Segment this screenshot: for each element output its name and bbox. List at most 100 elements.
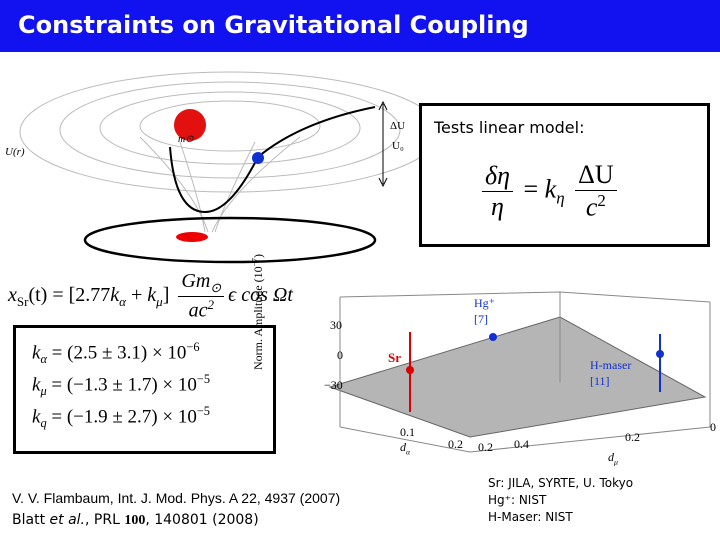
eq-part: μ — [156, 293, 163, 309]
plane — [328, 316, 707, 438]
arrowheads — [378, 100, 388, 188]
y-tick-label: 0 — [337, 348, 343, 362]
maser-label: H-maser — [590, 358, 632, 372]
orbit — [83, 216, 377, 264]
plot-frame — [339, 291, 711, 453]
grid-ring — [139, 100, 321, 152]
eq-part: μ — [40, 384, 47, 399]
funnel — [139, 136, 301, 233]
eq-part: η — [491, 191, 504, 221]
satellite — [252, 152, 264, 164]
ref-part: et al. — [49, 512, 85, 528]
constraints-box — [13, 325, 276, 454]
grid-ring — [99, 91, 361, 165]
label-part: ) — [251, 254, 265, 259]
d-alpha-tick: 0.1 — [400, 425, 415, 439]
model-equation: δη η = kη ΔU c2 — [478, 160, 621, 223]
eq-part: x — [8, 283, 17, 306]
sr-point — [406, 366, 414, 374]
title-bar — [0, 0, 720, 52]
ref-part: 100 — [124, 513, 146, 528]
eq-part: δη — [482, 161, 513, 192]
eq-part: α — [119, 293, 126, 309]
eq-part: ac — [188, 299, 208, 322]
label-part: Norm. Amplitude (10 — [251, 266, 265, 370]
plot-y-label: Norm. Amplitude (10−7) — [250, 254, 266, 370]
eq-part: 2 — [207, 297, 214, 312]
y-tick-label: −30 — [324, 378, 343, 392]
mass — [174, 109, 206, 141]
reference: V. V. Flambaum, Int. J. Mod. Phys. A 22,… — [12, 490, 341, 506]
eq-part: k — [147, 283, 157, 306]
mass-label: m⊙ — [178, 134, 194, 145]
eq-part: −6 — [186, 340, 200, 354]
constraint-row: kα = (2.5 ± 3.1) × 10−6 — [32, 340, 200, 367]
label-part: d — [608, 450, 614, 464]
d-mu-tick: 0.2 — [478, 440, 493, 454]
eq-part: α — [40, 352, 47, 367]
label-part: α — [406, 447, 411, 457]
u0-label: U₀ — [392, 140, 404, 152]
d-p-tick: 0 — [710, 420, 716, 434]
orbit-path — [169, 106, 376, 214]
potential-label: U(r) — [5, 146, 25, 158]
d-mu-tick: 0.4 — [514, 437, 529, 451]
model-heading: Tests linear model: — [434, 118, 585, 137]
eq-part: k — [544, 174, 557, 204]
ref-part: Blatt — [12, 512, 50, 528]
eq-part: Gm — [181, 270, 211, 292]
eq-part: −5 — [196, 404, 210, 418]
eq-part: = — [523, 174, 539, 204]
label-part: μ — [614, 457, 618, 467]
d-p-tick: 0.2 — [625, 430, 640, 444]
eq-part: k — [32, 374, 41, 396]
eq-part: ΔU — [575, 160, 617, 191]
eq-part: = (2.5 ± 3.1) × 10 — [51, 342, 187, 364]
eq-part: k — [110, 283, 120, 306]
figures — [19, 71, 711, 453]
eq-part: Sr — [16, 293, 29, 309]
eq-part: ϵ cos Ωt — [228, 283, 293, 306]
eq-part: (t) = [2.77 — [28, 283, 111, 306]
source: Sr: JILA, SYRTE, U. Tokyo — [488, 476, 634, 490]
constraint-row: kq = (−1.9 ± 2.7) × 10−5 — [32, 404, 210, 431]
delta-u-label: ΔU — [390, 120, 406, 132]
y-tick-label: 30 — [330, 318, 342, 332]
mass-shadow — [176, 232, 208, 242]
eq-part: 2 — [597, 191, 606, 210]
eq-part: = (−1.9 ± 2.7) × 10 — [51, 406, 197, 428]
model-box — [419, 103, 710, 247]
label-part: d — [400, 440, 406, 454]
source: H-Maser: NIST — [488, 510, 573, 524]
eq-part: q — [40, 416, 47, 431]
grid-ring — [19, 71, 441, 193]
d-mu-label: dμ — [608, 450, 618, 466]
eq-part: k — [32, 342, 41, 364]
maser-ref: [11] — [590, 374, 610, 388]
grid-ring — [59, 81, 401, 179]
source: Hg⁺: NIST — [488, 493, 547, 507]
constraint-row: kμ = (−1.3 ± 1.7) × 10−5 — [32, 372, 210, 399]
d-alpha-tick: 0.2 — [448, 437, 463, 451]
slide-title: Constraints on Gravitational Coupling — [18, 11, 529, 39]
reference: Blatt et al., PRL 100, 140801 (2008) — [12, 512, 259, 529]
d-alpha-label: dα — [400, 440, 410, 456]
label-part: −7 — [250, 258, 259, 267]
signal-equation: xSr(t) = [2.77kα + kμ] Gm⊙ ac2 ϵ cos Ωt — [8, 270, 293, 323]
hg-label: Hg⁺ — [474, 296, 495, 310]
eq-part: ] — [162, 283, 170, 306]
eq-part: −5 — [196, 372, 211, 386]
ref-part: , 140801 (2008) — [145, 512, 259, 528]
eq-part: c — [585, 192, 598, 222]
hg-ref: [7] — [474, 312, 488, 326]
hg-point — [489, 333, 497, 341]
sr-label: Sr — [388, 350, 401, 365]
ref-part: , PRL — [85, 512, 125, 528]
maser-point — [656, 350, 664, 358]
potential-surface — [19, 71, 441, 233]
eq-part: + — [126, 283, 148, 306]
eq-part: k — [32, 406, 41, 428]
eq-part: = (−1.3 ± 1.7) × 10 — [51, 374, 197, 396]
frame-lines — [339, 291, 711, 453]
